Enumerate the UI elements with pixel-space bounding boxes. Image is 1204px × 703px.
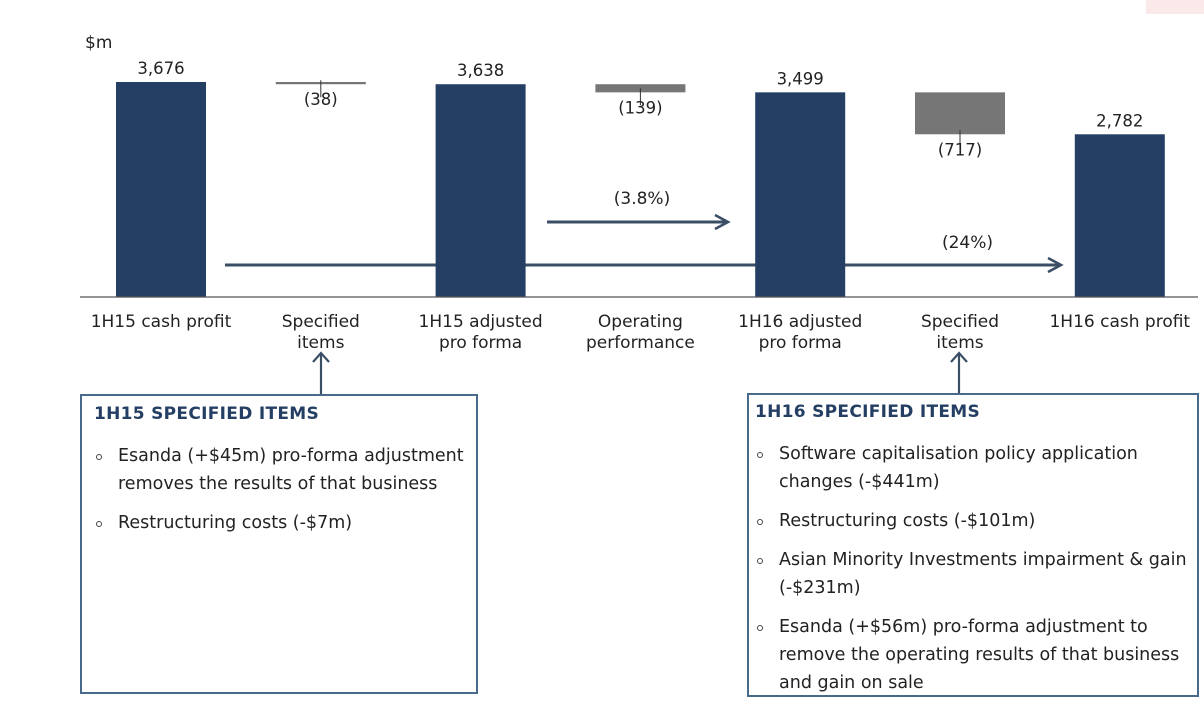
arrow-head-icon bbox=[1047, 256, 1064, 274]
bullet-circle-icon bbox=[96, 521, 102, 527]
value-label: 2,782 bbox=[1096, 111, 1143, 130]
list-item: Asian Minority Investments impairment & … bbox=[755, 546, 1187, 602]
callout-arrow-up-icon bbox=[312, 351, 330, 396]
y-axis-unit-label: $m bbox=[85, 33, 112, 53]
list-item: Software capitalisation policy applicati… bbox=[755, 440, 1187, 496]
category-label: 1H15 adjusted pro forma bbox=[419, 312, 543, 353]
list-item-text: Restructuring costs (-$7m) bbox=[118, 513, 353, 533]
bullet-circle-icon bbox=[757, 452, 763, 458]
list-item-text: Esanda (+$45m) pro-forma adjustment remo… bbox=[118, 446, 464, 494]
list-item-text: Restructuring costs (-$101m) bbox=[779, 511, 1036, 531]
list-item: Esanda (+$56m) pro-forma adjustment to r… bbox=[755, 613, 1187, 697]
list-item: Esanda (+$45m) pro-forma adjustment remo… bbox=[94, 442, 464, 498]
category-label: 1H16 cash profit bbox=[1049, 312, 1190, 332]
specified-items-box-1h15: 1H15 SPECIFIED ITEMS Esanda (+$45m) pro-… bbox=[80, 394, 478, 694]
annotations-group: (24%) (3.8%) bbox=[225, 189, 1064, 274]
callout-arrow-up-icon bbox=[950, 351, 968, 396]
list-item: Restructuring costs (-$7m) bbox=[94, 509, 464, 537]
category-label-line: items bbox=[936, 333, 983, 353]
category-label-line: Specified bbox=[921, 312, 999, 332]
waterfall-chart: $m (24%) (3.8%) 3,676 (38) 3,638 (139) 3,499 (… bbox=[80, 33, 1198, 353]
box-heading: 1H15 SPECIFIED ITEMS bbox=[94, 404, 320, 424]
category-label-line: 1H16 adjusted bbox=[738, 312, 862, 332]
value-labels-group: 3,676 (38) 3,638 (139) 3,499 (717) 2,782 bbox=[137, 59, 1143, 159]
category-label-line: pro forma bbox=[439, 333, 522, 353]
list-item: Restructuring costs (-$101m) bbox=[755, 507, 1187, 535]
list-item-text: Asian Minority Investments impairment & … bbox=[779, 550, 1187, 598]
list-item-text: Esanda (+$56m) pro-forma adjustment to r… bbox=[779, 617, 1180, 693]
category-label-line: Operating bbox=[598, 312, 683, 332]
bullet-circle-icon bbox=[757, 558, 763, 564]
box-heading: 1H16 SPECIFIED ITEMS bbox=[755, 402, 981, 422]
total-bar bbox=[1074, 134, 1165, 297]
corner-decoration bbox=[1146, 0, 1204, 14]
list-item-text: Software capitalisation policy applicati… bbox=[779, 444, 1138, 492]
value-label: 3,499 bbox=[777, 69, 824, 88]
total-bar bbox=[755, 92, 846, 297]
category-label: Specified items bbox=[282, 312, 360, 353]
category-label-line: items bbox=[297, 333, 344, 353]
arrow-head-icon bbox=[714, 213, 731, 231]
bullet-circle-icon bbox=[96, 454, 102, 460]
bars-group bbox=[116, 82, 1165, 297]
specified-items-box-1h16: 1H16 SPECIFIED ITEMS Software capitalisa… bbox=[747, 393, 1199, 697]
connectors-group bbox=[320, 80, 961, 148]
bullet-circle-icon bbox=[757, 519, 763, 525]
category-label-line: performance bbox=[586, 333, 695, 353]
value-label: (717) bbox=[938, 140, 982, 159]
change-percent-label: (24%) bbox=[942, 233, 993, 253]
category-label-line: 1H15 cash profit bbox=[91, 312, 232, 332]
value-label: (139) bbox=[618, 98, 662, 117]
change-bar bbox=[915, 92, 1005, 135]
category-label: Specified items bbox=[921, 312, 999, 353]
change-percent-label: (3.8%) bbox=[614, 189, 670, 209]
change-bar bbox=[595, 84, 686, 93]
box-item-list: Esanda (+$45m) pro-forma adjustment remo… bbox=[94, 442, 464, 537]
category-label: Operating performance bbox=[586, 312, 695, 353]
value-label: 3,638 bbox=[457, 61, 504, 80]
category-label: 1H16 adjusted pro forma bbox=[738, 312, 862, 353]
total-bar bbox=[435, 84, 526, 297]
total-bar bbox=[116, 82, 206, 297]
category-label-line: pro forma bbox=[759, 333, 842, 353]
category-label: 1H15 cash profit bbox=[91, 312, 232, 332]
value-label: (38) bbox=[304, 90, 338, 109]
value-label: 3,676 bbox=[137, 59, 184, 78]
category-label-line: Specified bbox=[282, 312, 360, 332]
bullet-circle-icon bbox=[757, 625, 763, 631]
box-item-list: Software capitalisation policy applicati… bbox=[755, 440, 1187, 697]
category-label-line: 1H16 cash profit bbox=[1049, 312, 1190, 332]
category-label-line: 1H15 adjusted bbox=[419, 312, 543, 332]
